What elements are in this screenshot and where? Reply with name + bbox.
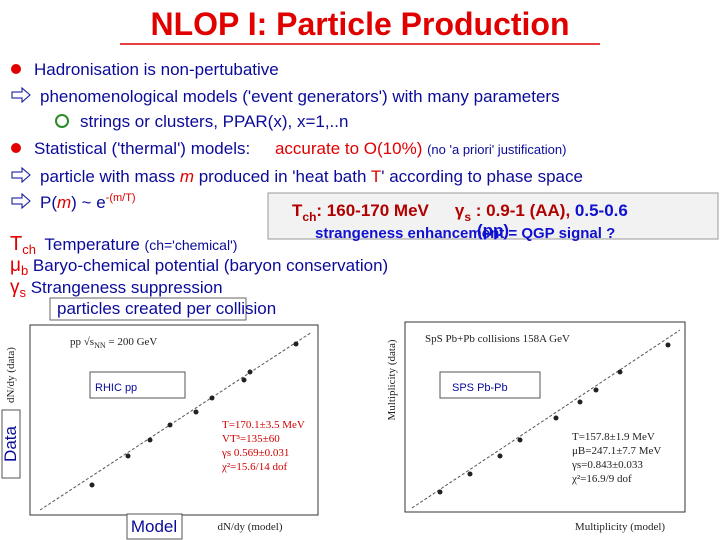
plot-label: RHIC pp: [95, 382, 137, 394]
item-note: (no 'a priori' justification): [427, 142, 566, 157]
diagonal: [411, 329, 681, 509]
param: μb Baryo-chemical potential (baryon cons…: [10, 255, 388, 278]
result: Tch: 160-170 MeV γs : 0.9-1 (AA), 0.5-0.6: [292, 201, 628, 224]
caption-box: [49, 297, 247, 321]
t: Strangeness suppression: [26, 278, 223, 297]
item: Hadronisation is non-pertubative: [34, 60, 279, 79]
side-box: [1, 409, 21, 479]
t: m: [180, 167, 194, 186]
arrow: [11, 166, 31, 184]
bullet: [11, 143, 21, 153]
fit: T=170.1±3.5 MeV: [222, 419, 305, 431]
item-text: Statistical ('thermal') models:: [34, 139, 250, 158]
fit: χ²=16.9/9 dof: [571, 473, 632, 485]
t: ) ~ e: [71, 193, 106, 212]
result: (pp): [477, 221, 509, 240]
result-box: [267, 192, 719, 240]
points: [89, 341, 299, 488]
bottom-label: Model: [131, 517, 177, 536]
t: ch: [22, 242, 36, 257]
label-box: [439, 371, 541, 399]
fit: γs 0.569±0.031: [221, 447, 289, 459]
t: s: [464, 210, 471, 224]
y-label: dN/dy (data): [5, 347, 17, 403]
fit: VT³=135±60: [222, 433, 280, 445]
item: P(m) ~ e-(m/T): [40, 192, 136, 212]
t: b: [21, 263, 28, 278]
y-label: Multiplicity (data): [386, 339, 398, 420]
t: pp √s: [70, 336, 94, 348]
plot-right: SpS Pb+Pb collisions 158A GeV Multiplici…: [386, 321, 686, 533]
t: (ch='chemical'): [145, 237, 238, 253]
t: = 200 GeV: [106, 336, 158, 348]
t: T: [10, 233, 22, 255]
fit: μB=247.1±7.7 MeV: [572, 445, 661, 457]
fit: χ²=15.6/14 dof: [221, 461, 287, 473]
t: NN: [94, 341, 106, 350]
bullet: [11, 64, 21, 74]
points: [437, 342, 671, 495]
t: produced in 'heat bath: [194, 167, 371, 186]
item: phenomenological models ('event generato…: [40, 87, 560, 106]
t: ch: [302, 210, 316, 224]
t: γ: [10, 277, 20, 298]
t: T: [292, 201, 303, 220]
plot-left: pp √sNN = 200 GeV dN/dy (data) dN/dy (mo…: [5, 324, 319, 533]
t: γ: [455, 201, 465, 220]
t: s: [20, 285, 27, 300]
t: m: [57, 193, 71, 212]
t: 0.5-0.6: [575, 201, 628, 220]
t: ' according to phase space: [381, 167, 583, 186]
plot-label: SPS Pb-Pb: [452, 382, 508, 394]
arrow: [11, 86, 31, 104]
item-highlight: accurate to O(10%): [275, 139, 422, 158]
heading: SpS Pb+Pb collisions 158A GeV: [425, 333, 570, 345]
t: Temperature: [40, 235, 145, 254]
heading: pp √sNN = 200 GeV: [70, 336, 157, 350]
t: P(: [40, 193, 57, 212]
item: Statistical ('thermal') models: accurate…: [34, 139, 566, 158]
t: : 160-170 MeV: [316, 201, 429, 220]
param: γs Strangeness suppression: [10, 277, 223, 300]
bottom-box: [126, 513, 183, 540]
fit: T=157.8±1.9 MeV: [572, 431, 655, 443]
x-label: dN/dy (model): [217, 521, 282, 533]
side-label: Data: [1, 426, 20, 462]
sub-bullet: [55, 114, 69, 128]
label-box: [89, 371, 186, 399]
t: μ: [10, 255, 21, 276]
fit: γs=0.843±0.033: [571, 459, 643, 471]
t: T: [371, 167, 381, 186]
t: : 0.9-1 (AA),: [471, 201, 575, 220]
param: Tch Temperature (ch='chemical'): [10, 233, 237, 257]
arrow: [11, 192, 31, 210]
caption: particles created per collision: [57, 299, 276, 318]
remark: strangeness enhancement = QGP signal ?: [315, 225, 615, 242]
t: -(m/T): [106, 192, 136, 204]
item: particle with mass m produced in 'heat b…: [40, 167, 583, 186]
item: strings or clusters, PPAR(x), x=1,..n: [80, 112, 348, 131]
t: Baryo-chemical potential (baryon conserv…: [28, 256, 388, 275]
frame: [404, 321, 686, 513]
diagonal: [39, 331, 313, 511]
x-label: Multiplicity (model): [575, 521, 665, 533]
title: NLOP I: Particle Production: [150, 6, 569, 42]
t: particle with mass: [40, 167, 180, 186]
